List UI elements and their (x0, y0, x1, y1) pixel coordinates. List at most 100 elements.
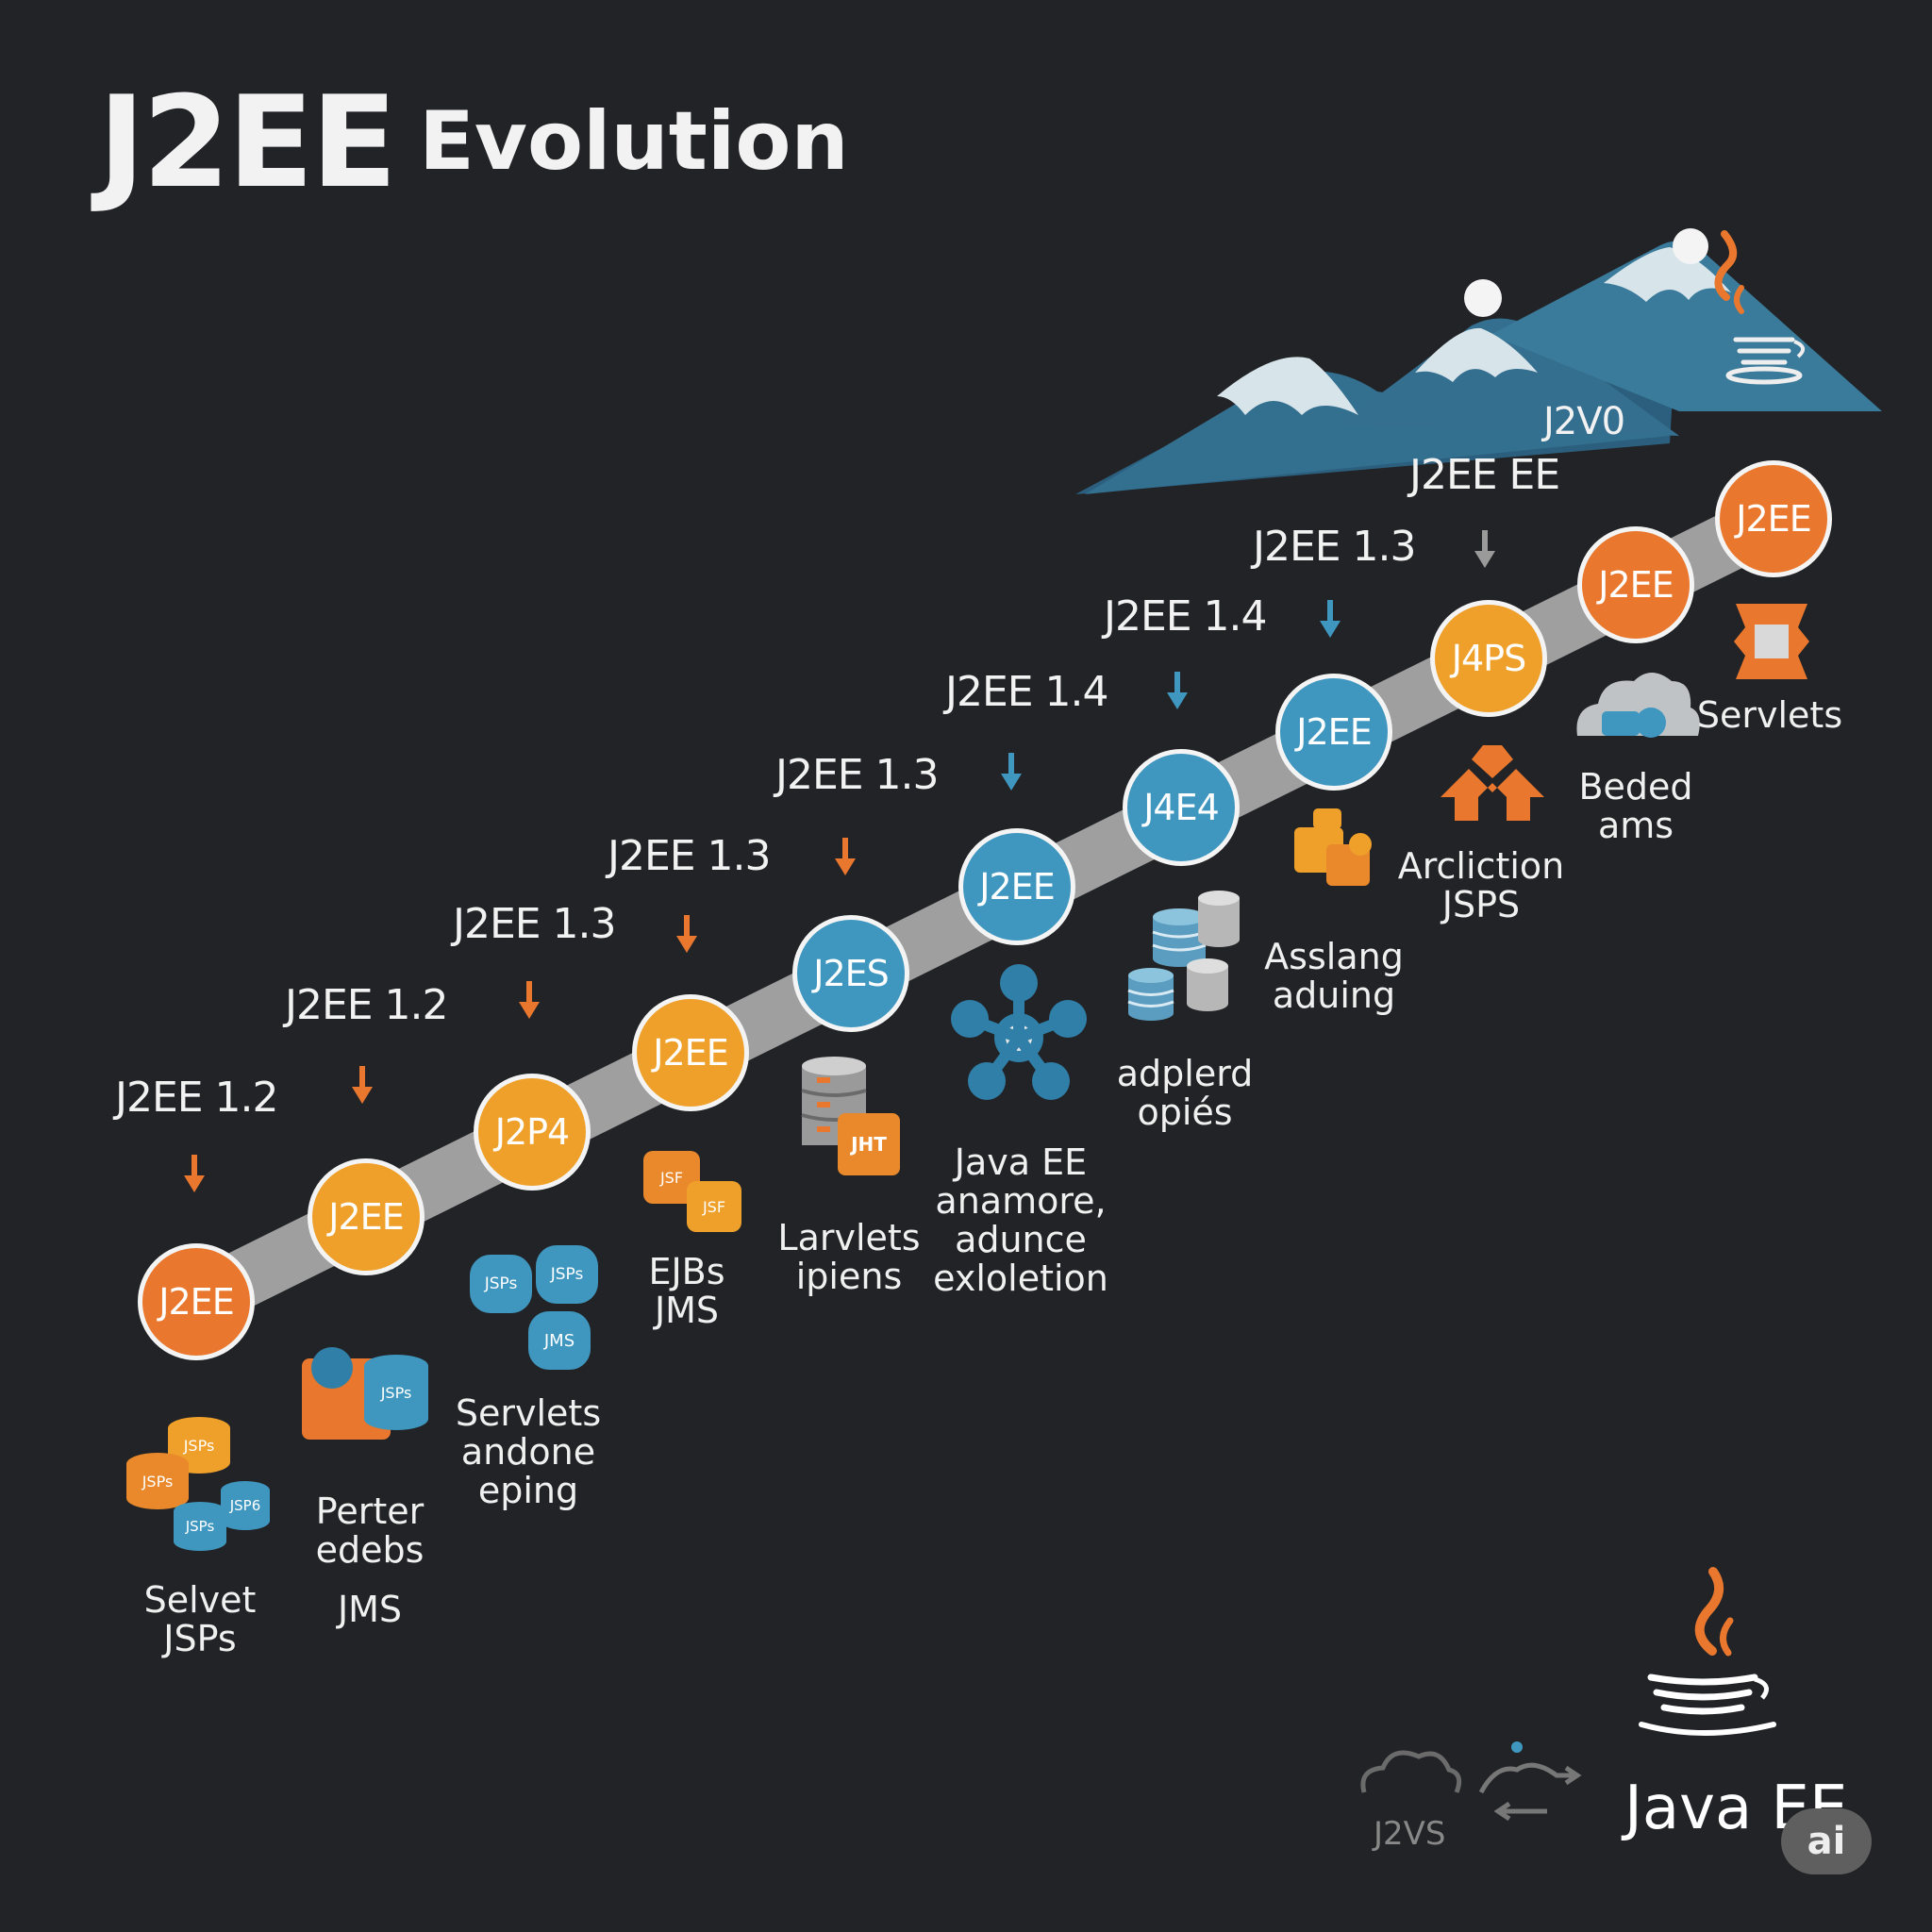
node-label-5: J2ES (813, 953, 890, 994)
caption-11: Servlets (1697, 696, 1842, 735)
jsps-hex-icon: JSPs (470, 1255, 532, 1313)
jsps-cylinder-icon-2: JSPs (126, 1453, 189, 1509)
down-arrow-icon-8 (1320, 600, 1341, 638)
footer-small-label: J2VS (1374, 1815, 1446, 1853)
jms-label: JMS (543, 1330, 575, 1351)
jsf-label: JSF (659, 1168, 684, 1187)
version-label-7: J2EE 1.4 (1104, 592, 1268, 641)
jsps-db-label: JSPs (380, 1383, 412, 1402)
caption-8-line-2: aduing (1272, 974, 1396, 1016)
node-label-7: J4E4 (1143, 787, 1220, 828)
jht-cube-icon: JHT (838, 1113, 900, 1175)
jsp6-label: JSP6 (229, 1497, 261, 1514)
timeline-node-3: J2P4 (474, 1074, 591, 1191)
node-label-11: J2EE (1736, 498, 1811, 540)
caption-3: Servlets andone eping (456, 1394, 601, 1510)
java-cup-icon (1714, 230, 1806, 385)
cloud-link-icon (1360, 1741, 1582, 1822)
caption-11-line-1: Servlets (1696, 694, 1843, 736)
version-label-10: J2V0 (1543, 400, 1625, 443)
caption-10-line-2: ams (1597, 805, 1674, 846)
down-arrow-icon-4 (676, 915, 697, 953)
jht-label: JHT (851, 1133, 887, 1156)
caption-7-line-2: opiés (1137, 1091, 1233, 1133)
caption-1-line-1: Selvet (143, 1579, 257, 1621)
caption-6-line-3: adunce (955, 1219, 1087, 1260)
version-label-5: J2EE 1.3 (775, 751, 940, 799)
network-hub-icon (951, 964, 1087, 1100)
node-label-1: J2EE (158, 1281, 234, 1323)
caption-6-line-2: anamore, (935, 1180, 1107, 1222)
node-label-9: J4PS (1451, 638, 1526, 679)
caption-8-line-1: Asslang (1264, 936, 1404, 977)
caption-9-line-2: JSPS (1441, 884, 1521, 925)
database-cylinder-icon (1127, 891, 1240, 1021)
down-arrow-icon-1 (184, 1155, 205, 1192)
timeline-node-5: J2ES (792, 915, 909, 1032)
node-label-10: J2EE (1598, 564, 1674, 606)
version-label-3: J2EE 1.3 (453, 900, 617, 948)
jsps-label-2: JSPs (550, 1265, 584, 1284)
node-label-6: J2EE (979, 866, 1055, 908)
jsps-database-icon: JSPs (364, 1355, 428, 1430)
caption-7: adplerd opiés (1117, 1055, 1254, 1132)
version-label-9: J2EE EE (1409, 451, 1560, 499)
caption-1: Selvet JSPs (144, 1581, 257, 1658)
caption-3-line-3: eping (477, 1470, 579, 1511)
timeline-node-4: J2EE (632, 994, 749, 1111)
ai-badge: ai (1781, 1808, 1872, 1874)
timeline-node-11: J2EE (1715, 460, 1832, 577)
caption-10-line-1: Beded (1578, 766, 1693, 808)
caption-6-line-1: Java EE (954, 1141, 1088, 1183)
caption-8: Asslang aduing (1264, 938, 1404, 1015)
title-rest: Evolution (419, 94, 849, 189)
timeline-node-7: J4E4 (1123, 749, 1240, 866)
servlet-gear-icon (1734, 604, 1809, 679)
down-arrow-icon-6 (1001, 753, 1022, 791)
version-label-6: J2EE 1.4 (945, 668, 1109, 716)
caption-4-line-2: JMS (654, 1290, 720, 1331)
down-arrow-icon-7 (1167, 672, 1188, 709)
jsf-cube-icon-2: JSF (687, 1181, 741, 1232)
caption-6: Java EE anamore, adunce exloletion (933, 1143, 1108, 1298)
puzzle-head-icon (311, 1347, 353, 1389)
caption-3-line-2: andone (460, 1431, 596, 1473)
jsps-cyl-label-3: JSPs (185, 1518, 215, 1535)
down-arrow-icon-3 (519, 981, 540, 1019)
timeline-node-2: J2EE (308, 1158, 425, 1275)
down-arrow-icon-5 (835, 838, 856, 875)
version-label-8: J2EE 1.3 (1253, 523, 1417, 571)
timeline-node-8: J2EE (1275, 674, 1392, 791)
caption-3-line-1: Servlets (455, 1392, 602, 1434)
version-label-1: J2EE 1.2 (115, 1074, 279, 1122)
node-label-3: J2P4 (494, 1111, 570, 1153)
caption-7-line-1: adplerd (1116, 1053, 1254, 1094)
timeline-node-10: J2EE (1577, 526, 1694, 643)
mountains-illustration (1075, 228, 1882, 494)
version-label-4: J2EE 1.3 (608, 832, 772, 880)
java-cup-logo-icon (1639, 1567, 1776, 1736)
timeline-node-6: J2EE (958, 828, 1075, 945)
caption-4: EJBs JMS (648, 1253, 724, 1330)
jsps-label: JSPs (484, 1274, 518, 1293)
fork-arrows-icon (1441, 745, 1544, 821)
caption-2-line-1: Perter (315, 1491, 425, 1532)
down-arrow-icon-9 (1474, 530, 1495, 568)
caption-2-line-2: edebs (315, 1529, 425, 1571)
caption-6-line-4: exloletion (933, 1257, 1108, 1299)
down-arrow-icon-2 (352, 1066, 373, 1104)
caption-10: Beded ams (1578, 768, 1692, 845)
caption-9-line-1: Arcliction (1397, 845, 1565, 887)
node-label-4: J2EE (653, 1032, 728, 1074)
building-blocks-icon (1294, 808, 1372, 886)
timeline-node-9: J4PS (1430, 600, 1547, 717)
caption-5-line-1: Larvlets (777, 1217, 921, 1258)
page-title: J2EE Evolution (98, 79, 849, 206)
jsp6-cylinder-icon: JSP6 (221, 1481, 270, 1530)
jsps-cylinder-icon-3: JSPs (174, 1502, 226, 1551)
jsf-label-2: JSF (702, 1197, 726, 1216)
cloud-icon (1576, 673, 1700, 738)
caption-4-line-1: EJBs (648, 1251, 725, 1292)
jsps-cyl-label: JSPs (183, 1436, 215, 1455)
caption-5-line-2: ipiens (795, 1256, 903, 1297)
